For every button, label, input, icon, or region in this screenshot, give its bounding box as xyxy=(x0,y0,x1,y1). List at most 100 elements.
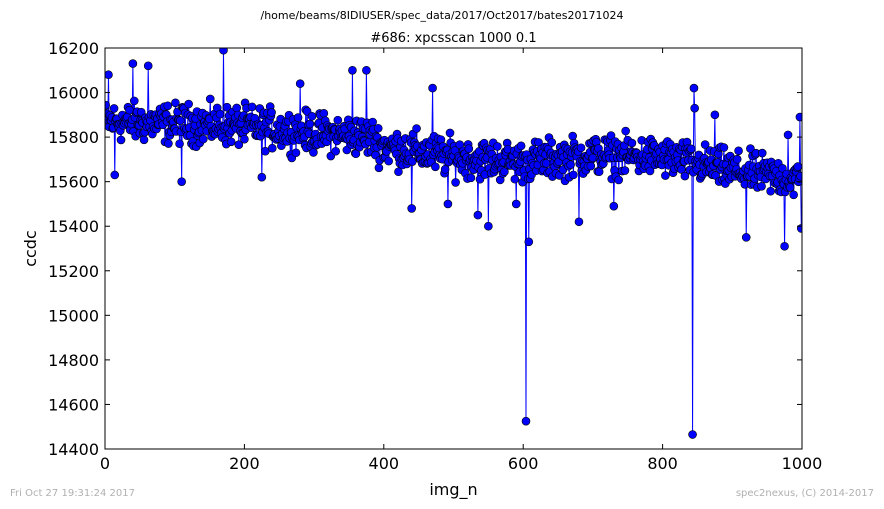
data-point xyxy=(307,111,317,121)
data-point xyxy=(566,160,575,169)
data-point xyxy=(620,166,630,175)
y-tick-label: 14800 xyxy=(48,351,99,370)
data-point xyxy=(719,143,729,152)
y-axis-label: ccdc xyxy=(21,230,40,267)
data-point xyxy=(785,183,795,192)
chart-title: #686: xpcsscan 1000 0.1 xyxy=(370,31,537,46)
data-point xyxy=(109,104,119,113)
data-point xyxy=(440,165,450,174)
data-point xyxy=(143,61,153,71)
data-point xyxy=(796,171,802,181)
data-point xyxy=(331,146,341,156)
data-point xyxy=(129,96,139,106)
x-axis-label: img_n xyxy=(429,480,477,500)
data-point xyxy=(171,98,180,108)
data-point xyxy=(305,119,315,129)
data-point xyxy=(797,224,802,233)
data-point xyxy=(510,174,520,184)
data-point xyxy=(139,135,149,145)
data-point xyxy=(741,233,751,242)
data-point xyxy=(464,144,474,153)
y-tick-label: 14600 xyxy=(48,395,99,414)
data-point xyxy=(690,103,699,113)
data-point xyxy=(689,83,699,93)
y-tick-label: 15800 xyxy=(48,128,99,147)
data-point xyxy=(163,101,173,111)
data-point xyxy=(680,171,690,181)
data-point xyxy=(232,103,242,113)
data-point xyxy=(319,109,329,118)
data-point xyxy=(688,430,697,439)
data-point xyxy=(175,116,185,125)
data-point xyxy=(451,178,460,187)
data-point xyxy=(226,137,236,147)
data-point xyxy=(105,70,113,80)
data-point xyxy=(177,177,186,186)
data-point xyxy=(473,210,483,220)
data-point xyxy=(198,134,208,144)
data-point xyxy=(257,172,267,182)
x-tick-label: 600 xyxy=(508,454,539,473)
data-point xyxy=(373,123,383,133)
footer-credit: spec2nexus, (C) 2014-2017 xyxy=(735,488,874,499)
data-point xyxy=(614,175,623,185)
data-point xyxy=(789,190,798,200)
data-point xyxy=(234,140,244,150)
data-point xyxy=(164,139,173,148)
footer-timestamp: Fri Oct 27 19:31:24 2017 xyxy=(10,488,136,499)
data-point xyxy=(686,144,696,154)
y-tick-label: 15000 xyxy=(48,306,99,325)
data-point xyxy=(362,65,371,75)
data-point xyxy=(205,94,215,104)
data-point xyxy=(783,130,793,140)
data-point xyxy=(215,109,225,119)
data-point xyxy=(795,112,802,122)
data-point xyxy=(293,113,303,122)
data-point xyxy=(547,138,557,147)
data-point xyxy=(222,102,232,112)
data-point xyxy=(348,65,357,75)
data-point xyxy=(291,148,301,158)
data-point xyxy=(105,100,110,110)
data-point xyxy=(368,117,377,127)
figure-suptitle: /home/beams/8IDIUSER/spec_data/2017/Oct2… xyxy=(260,9,624,22)
data-point xyxy=(295,79,305,88)
plot-area xyxy=(105,48,802,439)
data-point xyxy=(609,201,619,211)
data-point xyxy=(710,110,720,120)
data-point xyxy=(568,131,577,141)
data-point xyxy=(524,237,534,247)
data-point xyxy=(500,167,509,177)
data-point xyxy=(586,161,596,171)
data-point xyxy=(677,165,686,174)
data-point xyxy=(466,173,476,183)
data-point xyxy=(516,141,526,151)
y-tick-label: 16200 xyxy=(48,39,99,58)
y-tick-label: 15400 xyxy=(48,217,99,236)
data-point xyxy=(351,149,361,159)
y-tick-label: 16000 xyxy=(48,84,99,103)
data-point xyxy=(661,171,670,180)
data-point xyxy=(541,158,551,168)
data-point xyxy=(757,148,767,158)
data-point xyxy=(757,182,766,191)
data-point xyxy=(734,146,743,156)
data-point xyxy=(511,199,521,209)
data-point xyxy=(484,221,493,231)
y-tick-label: 15600 xyxy=(48,173,99,192)
x-tick-label: 1000 xyxy=(782,454,823,473)
data-point xyxy=(394,167,403,177)
data-point xyxy=(267,108,276,117)
data-point xyxy=(219,48,228,55)
x-tick-label: 400 xyxy=(369,454,400,473)
data-point xyxy=(428,83,437,93)
data-point xyxy=(407,204,416,213)
data-point xyxy=(793,162,802,171)
data-point xyxy=(766,186,775,196)
data-point xyxy=(110,170,120,180)
data-point xyxy=(333,115,343,125)
data-point xyxy=(412,124,421,133)
data-point xyxy=(116,135,126,145)
data-point xyxy=(445,128,455,138)
data-point xyxy=(493,142,502,151)
